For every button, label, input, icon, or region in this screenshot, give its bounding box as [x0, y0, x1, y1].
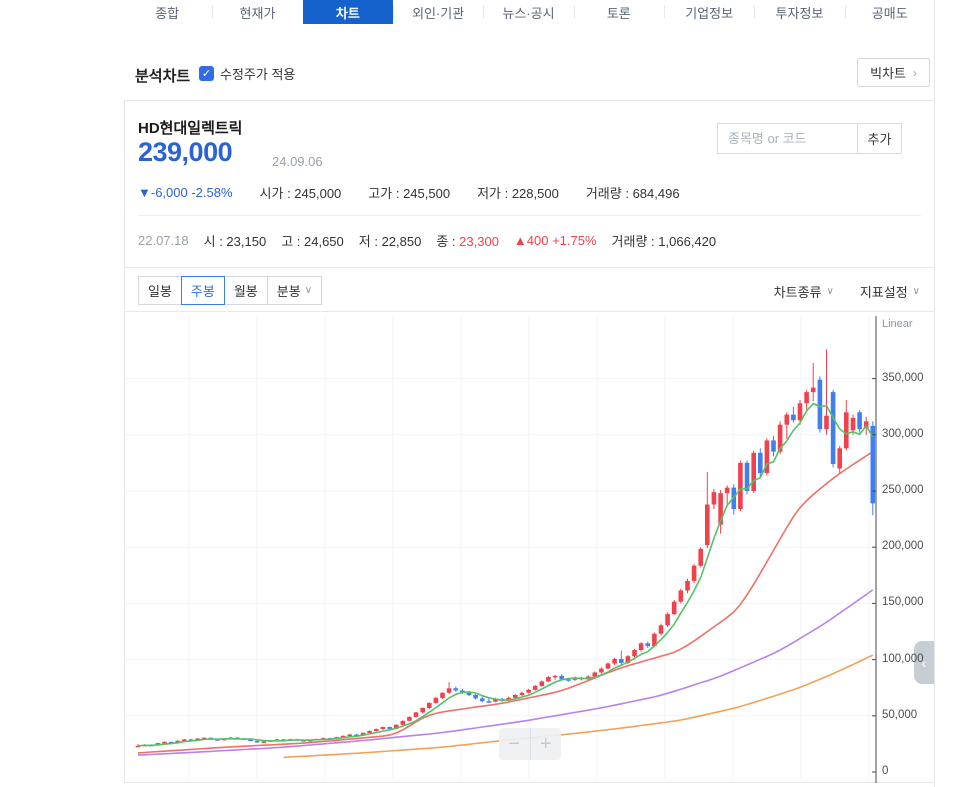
chart-controls-row: 일봉 주봉 월봉 분봉 ∨ 차트종류 ∨ 지표설정 ∨ — [125, 267, 934, 312]
daily-ohlc-row: 시가245,000 고가245,500 저가228,500 거래량684,496 — [260, 183, 680, 202]
tab-현재가[interactable]: 현재가 — [212, 0, 303, 24]
analysis-chart-title: 분석차트 — [135, 68, 191, 85]
period-button-group: 일봉 주봉 월봉 분봉 ∨ — [138, 276, 323, 305]
add-ticker-button[interactable]: 추가 — [858, 123, 902, 154]
period-button-주봉[interactable]: 주봉 — [180, 276, 225, 305]
y-axis-label: 300,000 — [882, 427, 924, 440]
ohlc-item: 시가245,000 — [260, 183, 342, 202]
candlestick-chart[interactable]: Linear − + ‹ 350,000 300,000 250,000 200,00… — [125, 312, 934, 783]
tab-뉴스·공시[interactable]: 뉴스·공시 — [483, 0, 574, 24]
stock-name: HD현대일렉트릭 — [138, 120, 243, 137]
hover-date: 22.07.18 — [138, 233, 189, 248]
top-tab-bar: 종합 현재가 차트 외인·기관 뉴스·공시 토론 기업정보 투자정보 공매도 — [122, 0, 935, 24]
hover-change: ▲400 +1.75% — [513, 233, 597, 248]
chevron-right-icon: › — [913, 65, 917, 80]
ticker-search-input[interactable] — [717, 123, 858, 154]
y-axis-label: 150,000 — [882, 596, 924, 609]
analysis-header-row: 분석차트 ✓ 수정주가 적용 빅차트 › — [124, 58, 935, 92]
y-axis-label: 350,000 — [882, 371, 924, 384]
hover-volume: 거래량1,066,420 — [612, 231, 717, 250]
checkbox-checked-icon[interactable]: ✓ — [199, 66, 214, 81]
tab-공매도[interactable]: 공매도 — [844, 0, 935, 24]
chart-panel: HD현대일렉트릭 239,000 24.09.06 ▼-6,000 -2.58%… — [124, 100, 935, 783]
scale-mode-label: Linear — [882, 318, 913, 330]
chevron-down-icon: ∨ — [826, 286, 834, 297]
content-right-border — [934, 0, 935, 787]
tab-차트[interactable]: 차트 — [302, 0, 393, 24]
header-divider — [138, 215, 921, 216]
big-chart-label: 빅차트 — [870, 66, 906, 81]
collapse-panel-handle[interactable]: ‹ — [914, 641, 934, 684]
hover-close: 종23,300 — [436, 231, 499, 250]
crosshair-info-row: 22.07.18 시23,150 고24,650 저22,850 종23,300… — [138, 231, 716, 250]
hover-open: 시23,150 — [204, 231, 267, 250]
period-button-일봉[interactable]: 일봉 — [138, 276, 182, 305]
tab-종합[interactable]: 종합 — [122, 0, 213, 24]
y-axis-label: 250,000 — [882, 484, 924, 496]
adjusted-price-label: 수정주가 적용 — [220, 67, 296, 82]
ohlc-item: 거래량684,496 — [586, 183, 680, 202]
tab-외인·기관[interactable]: 외인·기관 — [392, 0, 484, 24]
chart-canvas — [126, 316, 877, 783]
adjusted-price-checkbox-row[interactable]: ✓ 수정주가 적용 — [199, 64, 295, 83]
y-axis-label: 200,000 — [882, 540, 924, 553]
menu-지표설정[interactable]: 지표설정 ∨ — [859, 285, 920, 300]
y-axis-label: 0 — [882, 765, 889, 777]
y-axis-label: 50,000 — [882, 708, 918, 721]
ohlc-item: 고가245,500 — [368, 183, 450, 202]
ohlc-item: 저가228,500 — [477, 183, 559, 202]
tab-투자정보[interactable]: 투자정보 — [754, 0, 845, 24]
price-change: ▼-6,000 -2.58% — [138, 185, 233, 200]
period-button-월봉[interactable]: 월봉 — [223, 276, 268, 305]
current-price: 239,000 — [138, 137, 233, 167]
zoom-out-button[interactable]: − — [499, 728, 531, 760]
chevron-down-icon: ∨ — [304, 285, 313, 296]
chart-settings-menus: 차트종류 ∨ 지표설정 ∨ — [774, 282, 920, 301]
tab-토론[interactable]: 토론 — [573, 0, 664, 24]
price-info-row: ▼-6,000 -2.58% 시가245,000 고가245,500 저가228,5… — [138, 183, 921, 202]
zoom-in-button[interactable]: + — [539, 732, 552, 755]
hover-low: 저22,850 — [359, 231, 422, 250]
zoom-control: − + — [499, 728, 561, 760]
y-axis-label: 100,000 — [882, 652, 924, 665]
tab-기업정보[interactable]: 기업정보 — [663, 0, 755, 24]
big-chart-button[interactable]: 빅차트 › — [857, 58, 930, 87]
chevron-down-icon: ∨ — [912, 286, 920, 297]
period-button-분봉[interactable]: 분봉 ∨ — [266, 276, 323, 305]
menu-차트종류[interactable]: 차트종류 ∨ — [773, 285, 834, 300]
price-date: 24.09.06 — [272, 154, 323, 169]
ticker-search-box: 추가 — [717, 123, 902, 154]
hover-high: 고24,650 — [281, 231, 344, 250]
chevron-left-icon: ‹ — [921, 654, 927, 671]
